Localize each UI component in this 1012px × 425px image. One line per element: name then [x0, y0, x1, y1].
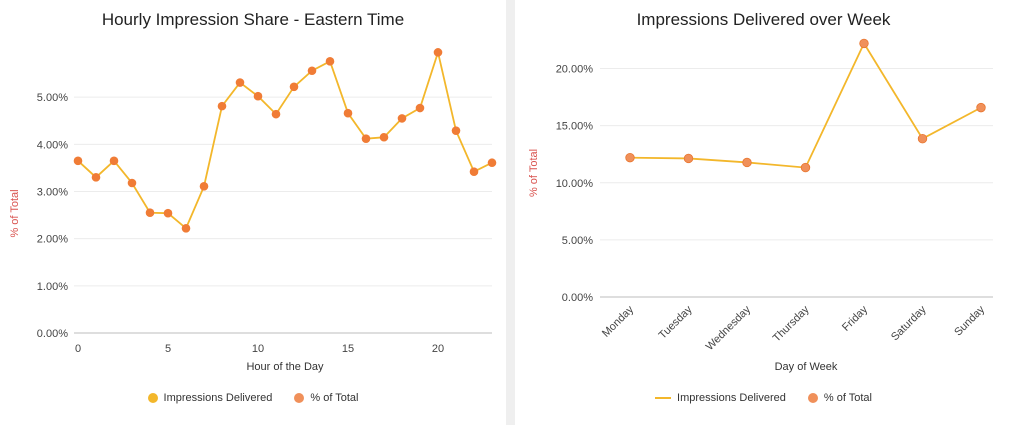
legend-item-impressions[interactable]: Impressions Delivered: [655, 392, 786, 404]
x-tick-label: 0: [75, 343, 81, 355]
legend-label: Impressions Delivered: [163, 392, 273, 404]
y-tick-label: 5.00%: [37, 92, 68, 104]
panel-divider: [506, 0, 515, 425]
data-point: [917, 133, 928, 144]
data-point: [145, 208, 155, 218]
data-point: [487, 158, 497, 168]
legend-swatch-dot-icon: [147, 393, 158, 403]
data-point: [199, 182, 209, 191]
data-point: [800, 162, 811, 173]
hourly-chart-plot: 0.00% 1.00% 2.00% 3.00% 4.00% 5.00% 0 5 10 15 20 Ho…: [9, 48, 497, 373]
data-point: [361, 134, 371, 143]
data-point: [379, 132, 389, 142]
chart-legend: Impressions Delivered % of Total: [515, 392, 1012, 404]
legend-swatch-dot-icon: [807, 393, 818, 403]
series-line: [77, 48, 493, 230]
data-point: [163, 208, 173, 218]
data-point: [451, 126, 461, 135]
series-line: [629, 41, 982, 169]
data-point: [859, 38, 869, 49]
legend-item-percent[interactable]: % of Total: [807, 392, 872, 404]
data-point: [253, 91, 263, 101]
data-point: [742, 157, 752, 168]
y-tick-label: 2.00%: [37, 234, 68, 246]
weekly-chart-panel: Impressions Delivered over Week 0.00% 5.0…: [515, 0, 1012, 425]
x-tick-label: Saturday: [889, 303, 929, 343]
data-point: [397, 114, 407, 123]
x-tick-label: Sunday: [952, 303, 987, 338]
data-point: [625, 152, 635, 163]
x-tick-label: Friday: [840, 303, 870, 333]
data-point: [271, 109, 281, 119]
legend-item-impressions[interactable]: Impressions Delivered: [147, 392, 273, 404]
data-point: [415, 103, 425, 113]
chart-legend: Impressions Delivered % of Total: [0, 392, 506, 404]
data-point: [109, 156, 119, 166]
data-point: [307, 66, 317, 76]
x-tick-label: 20: [432, 343, 444, 355]
x-tick-label: Wednesday: [704, 303, 754, 353]
data-point: [217, 101, 227, 111]
data-point: [91, 173, 101, 182]
y-tick-label: 15.00%: [556, 121, 594, 133]
data-point: [433, 48, 443, 57]
data-point: [343, 108, 353, 118]
legend-swatch-dot-icon: [294, 393, 305, 403]
y-tick-label: 3.00%: [37, 187, 68, 199]
data-point: [289, 82, 299, 92]
x-tick-label: 15: [342, 343, 354, 355]
y-axis-title: % of Total: [9, 189, 21, 237]
x-tick-label: Thursday: [771, 303, 812, 344]
y-tick-label: 5.00%: [562, 235, 593, 247]
x-tick-label: 5: [165, 343, 171, 355]
y-tick-label: 1.00%: [37, 281, 68, 293]
x-axis-title: Hour of the Day: [246, 361, 324, 373]
x-tick-label: Monday: [600, 303, 637, 340]
legend-label: Impressions Delivered: [677, 392, 786, 404]
chart-title: Impressions Delivered over Week: [636, 10, 891, 29]
y-tick-label: 0.00%: [37, 328, 68, 340]
hourly-chart-panel: Hourly Impression Share - Eastern Time 0…: [0, 10, 506, 404]
legend-item-percent[interactable]: % of Total: [294, 392, 358, 404]
data-point: [127, 178, 137, 188]
data-point: [181, 223, 191, 233]
x-axis-title: Day of Week: [775, 361, 838, 373]
y-tick-label: 20.00%: [556, 64, 594, 76]
data-point: [73, 156, 83, 166]
y-tick-label: 4.00%: [37, 139, 68, 151]
y-tick-label: 10.00%: [556, 178, 594, 190]
legend-swatch-line-icon: [655, 397, 672, 399]
legend-label: % of Total: [823, 392, 872, 404]
legend-label: % of Total: [310, 392, 359, 404]
chart-title: Hourly Impression Share - Eastern Time: [101, 10, 405, 29]
data-point: [976, 102, 986, 113]
data-point: [235, 78, 245, 87]
data-point: [683, 153, 694, 164]
y-tick-label: 0.00%: [562, 292, 593, 304]
x-tick-label: Tuesday: [657, 303, 695, 341]
y-axis-title: % of Total: [528, 149, 540, 197]
weekly-chart-plot: 0.00% 5.00% 10.00% 15.00% 20.00% Monday Tuesda…: [528, 38, 993, 373]
x-tick-label: 10: [252, 343, 264, 355]
data-point: [325, 57, 335, 66]
data-point: [469, 167, 479, 176]
